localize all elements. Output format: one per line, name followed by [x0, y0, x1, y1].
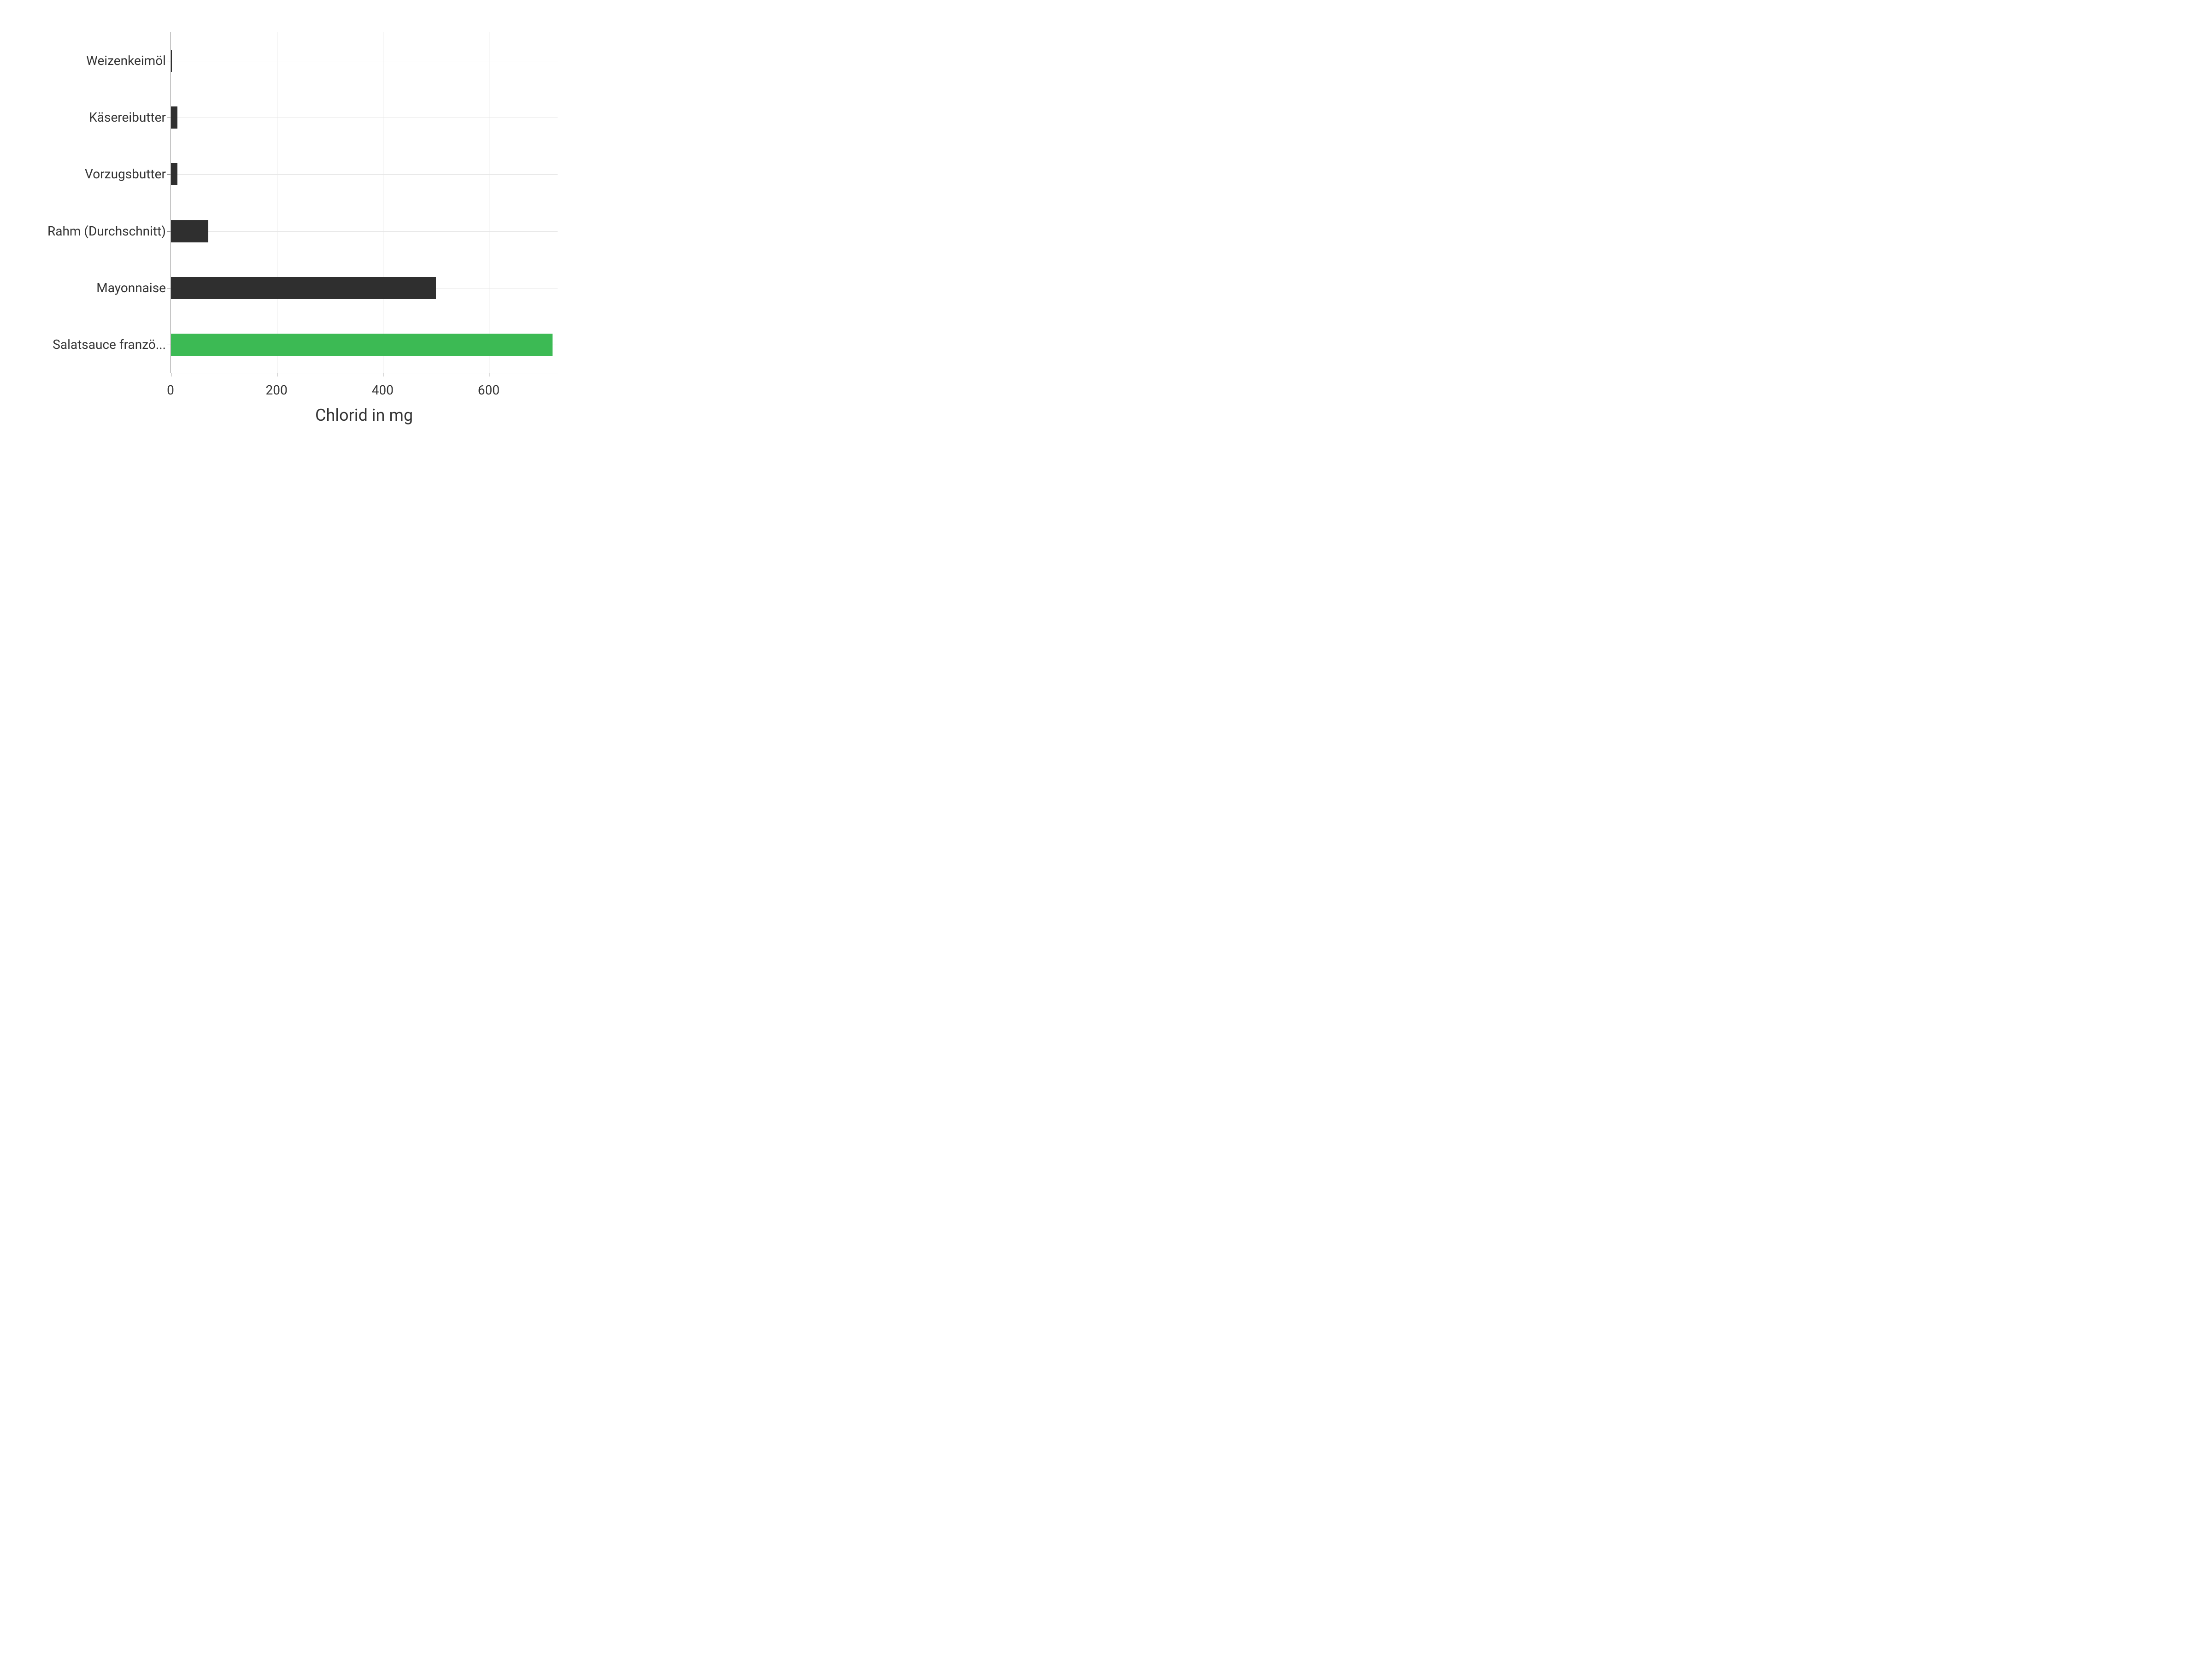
bar — [171, 277, 436, 299]
chart-container: Chlorid in mg 0 200 400 600 Weizenkeimöl Käse… — [18, 18, 571, 433]
y-tick — [167, 231, 171, 232]
plot-area — [171, 32, 558, 373]
bar — [171, 106, 177, 129]
y-axis-label: Salatsauce franzö... — [23, 337, 166, 353]
x-tick-label: 600 — [478, 382, 500, 398]
x-tick-label: 400 — [372, 382, 394, 398]
bar — [171, 50, 172, 72]
gridline-horizontal — [171, 231, 558, 232]
x-tick-label: 0 — [167, 382, 174, 398]
y-axis-label: Weizenkeimöl — [23, 53, 166, 69]
y-axis-label: Rahm (Durchschnitt) — [23, 224, 166, 239]
y-axis-label: Käsereibutter — [23, 110, 166, 125]
gridline-horizontal — [171, 174, 558, 175]
bar — [171, 334, 553, 356]
bar — [171, 163, 177, 185]
y-tick — [167, 174, 171, 175]
y-axis-label: Mayonnaise — [23, 280, 166, 296]
bar — [171, 220, 208, 242]
y-axis-label: Vorzugsbutter — [23, 167, 166, 182]
x-axis-title: Chlorid in mg — [171, 406, 558, 425]
x-tick-label: 200 — [266, 382, 288, 398]
